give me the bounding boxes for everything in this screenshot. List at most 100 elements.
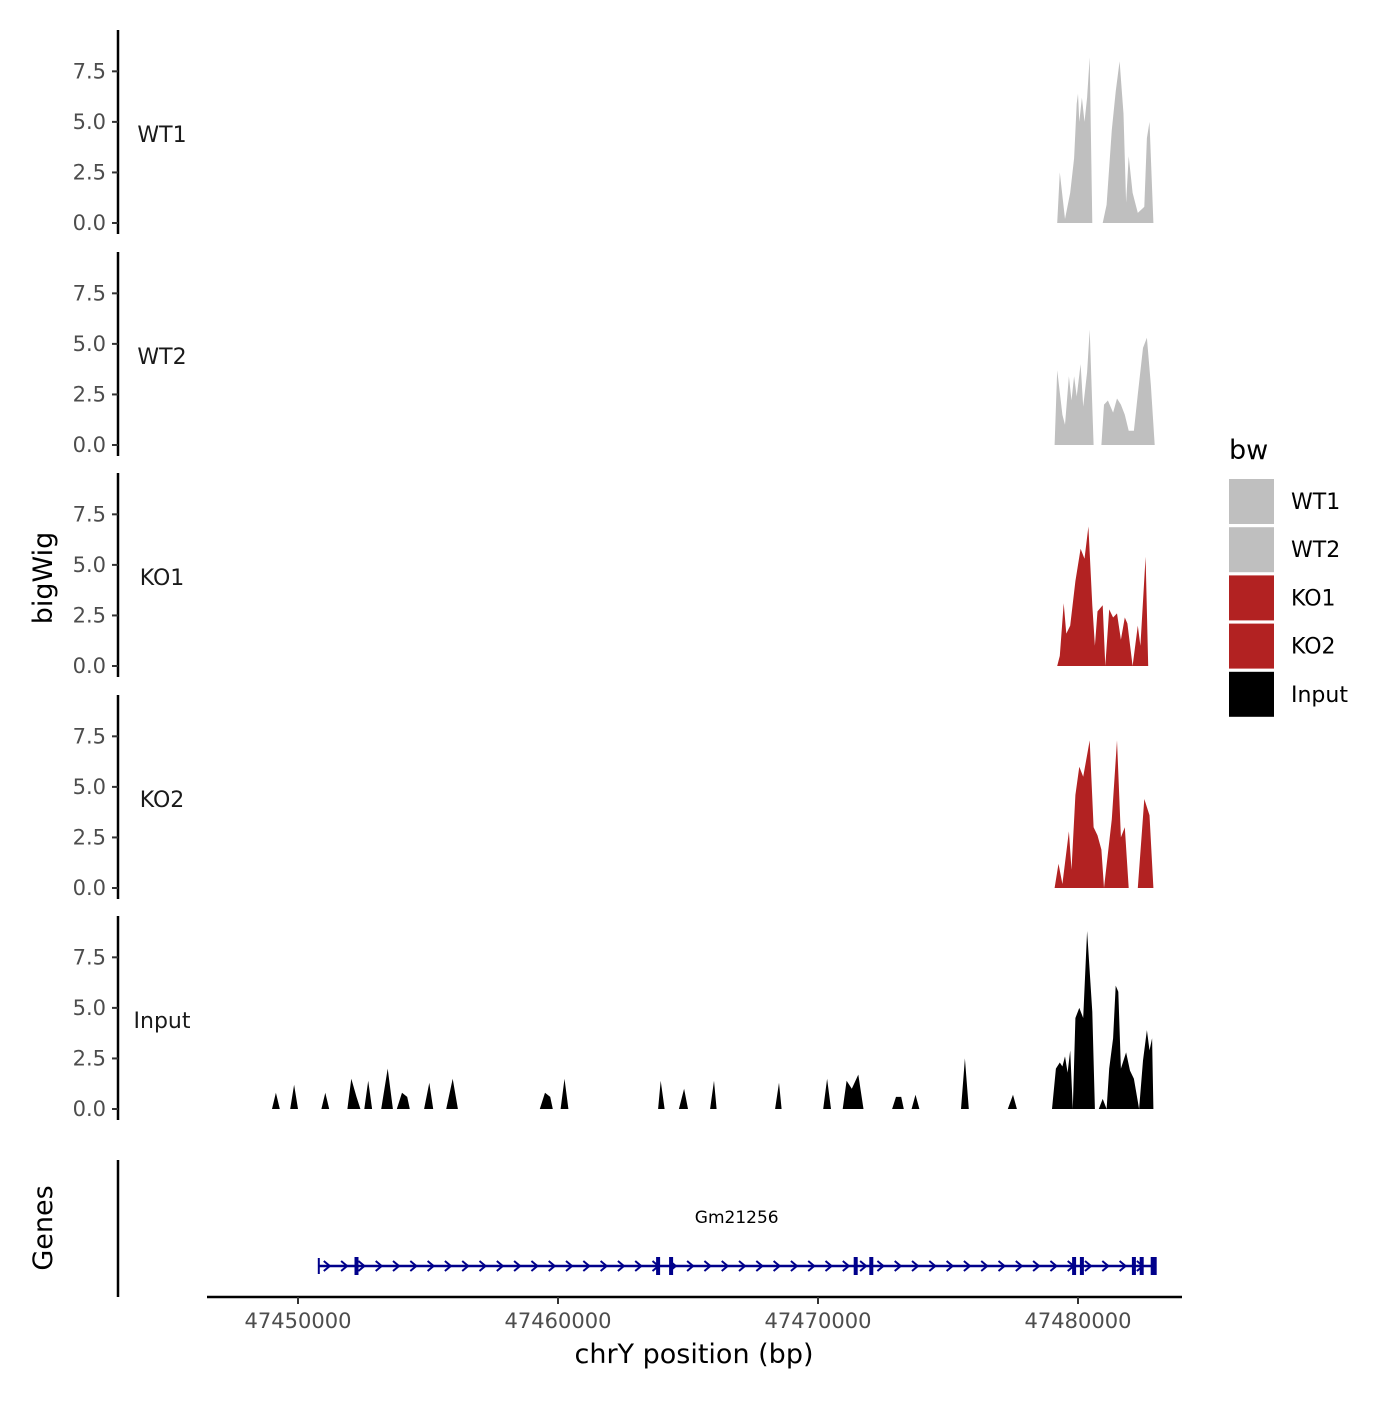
gene-exon (1072, 1257, 1077, 1275)
strand-arrow (409, 1260, 418, 1272)
legend-key-ko1 (1229, 575, 1274, 621)
gene-exon (1139, 1257, 1144, 1275)
y-tick-label: 0.0 (73, 433, 106, 457)
x-tick-label: 47470000 (765, 1309, 872, 1333)
y-tick-label: 5.0 (73, 996, 106, 1020)
legend-key-wt1 (1229, 479, 1274, 524)
y-tick-label: 5.0 (73, 110, 106, 134)
strand-arrow (790, 1260, 799, 1272)
strand-arrow (876, 1260, 885, 1272)
strand-arrow (496, 1260, 505, 1272)
strand-arrow (426, 1260, 436, 1272)
y-tick-label: 7.5 (73, 281, 106, 305)
strand-arrow (997, 1260, 1007, 1272)
signal-area-ko1 (1057, 526, 1153, 666)
track-panel-input: 0.0 2.5 5.0 7.5 Input (73, 916, 1154, 1121)
strand-arrow (582, 1260, 591, 1272)
gene-exon (669, 1257, 674, 1275)
legend-label-wt1: WT1 (1291, 490, 1340, 515)
y-tick-label: 2.5 (73, 382, 106, 406)
x-tick-label: 47480000 (1025, 1309, 1132, 1333)
genes-track-title: Genes (28, 1185, 59, 1270)
strand-arrow (1084, 1260, 1093, 1272)
strand-arrow (565, 1260, 574, 1272)
y-tick-label: 7.5 (73, 945, 106, 969)
y-tick-label: 5.0 (73, 332, 106, 356)
strand-arrow (738, 1260, 747, 1272)
strand-arrow (842, 1260, 851, 1272)
legend-key-wt2 (1229, 527, 1274, 573)
strand-arrow (340, 1260, 349, 1272)
legend-label-ko2: KO2 (1291, 635, 1336, 660)
y-tick-label: 0.0 (73, 1097, 106, 1121)
strand-arrow (478, 1260, 488, 1272)
signal-area-input (272, 931, 1154, 1109)
strand-arrow (686, 1260, 695, 1272)
signal-area-wt1 (1057, 57, 1154, 224)
strand-arrow (963, 1260, 972, 1272)
x-axis-title: chrY position (bp) (574, 1339, 813, 1370)
track-label-wt1: WT1 (137, 123, 186, 148)
y-tick-label: 2.5 (73, 603, 106, 627)
strand-arrow (1118, 1260, 1128, 1272)
legend-label-wt2: WT2 (1291, 538, 1340, 563)
strand-arrow (721, 1260, 730, 1272)
strand-arrow (755, 1260, 764, 1272)
strand-arrow (357, 1260, 366, 1272)
track-label-ko1: KO1 (140, 566, 185, 591)
signal-area-wt2 (1054, 329, 1155, 445)
strand-arrow (599, 1260, 609, 1272)
strand-arrow (807, 1260, 816, 1272)
y-tick-label: 0.0 (73, 211, 106, 235)
strand-arrow (703, 1260, 712, 1272)
track-panel-wt1: 0.0 2.5 5.0 7.5 WT1 (73, 30, 1154, 235)
track-panel-ko2: 0.0 2.5 5.0 7.5 KO2 (73, 695, 1154, 900)
strand-arrow (634, 1260, 643, 1272)
track-label-wt2: WT2 (137, 345, 186, 370)
strand-arrow (772, 1260, 782, 1272)
gene-exon (1079, 1257, 1084, 1275)
strand-arrow (530, 1260, 539, 1272)
track-panels: 0.0 2.5 5.0 7.5 WT1 0.0 2.5 5.0 7.5 WT2 0.0 2.5 5.0 7… (73, 30, 1155, 1121)
strand-arrow (1032, 1260, 1041, 1272)
y-axis-title: bigWig (28, 532, 59, 625)
strand-arrow (1049, 1260, 1058, 1272)
genes-panel: Gm21256 (116, 1160, 1157, 1297)
strand-arrow (392, 1260, 401, 1272)
y-tick-label: 5.0 (73, 775, 106, 799)
legend-label-ko1: KO1 (1291, 586, 1336, 611)
x-tick-label: 47450000 (245, 1309, 352, 1333)
y-tick-label: 0.0 (73, 654, 106, 678)
track-label-ko2: KO2 (140, 788, 185, 813)
y-tick-label: 0.0 (73, 876, 106, 900)
legend-title: bw (1229, 435, 1268, 466)
gene-exon (869, 1257, 874, 1275)
signal-area-ko2 (1054, 740, 1154, 888)
strand-arrow (375, 1260, 384, 1272)
x-tick-label: 47460000 (505, 1309, 612, 1333)
x-axis: 47450000 47460000 47470000 47480000 (207, 1295, 1182, 1333)
y-tick-label: 2.5 (73, 825, 106, 849)
legend-key-ko2 (1229, 623, 1274, 669)
legend-key-input (1229, 671, 1274, 717)
strand-arrow (824, 1260, 834, 1272)
strand-arrow (1101, 1260, 1110, 1272)
strand-arrow (513, 1260, 522, 1272)
y-tick-label: 2.5 (73, 160, 106, 184)
gene-exon (656, 1257, 661, 1275)
track-panel-wt2: 0.0 2.5 5.0 7.5 WT2 (73, 252, 1155, 457)
legend: bw WT1 WT2 KO1 KO2 Input (1229, 435, 1348, 717)
y-tick-label: 7.5 (73, 724, 106, 748)
strand-arrow (548, 1260, 557, 1272)
strand-arrow (444, 1260, 453, 1272)
strand-arrow (894, 1260, 903, 1272)
strand-arrow (617, 1260, 626, 1272)
gene-exon (853, 1257, 858, 1275)
strand-arrow (911, 1260, 920, 1272)
strand-arrow (928, 1260, 937, 1272)
strand-arrow (859, 1260, 868, 1272)
gene-exon (354, 1257, 359, 1275)
strand-arrow (945, 1260, 955, 1272)
